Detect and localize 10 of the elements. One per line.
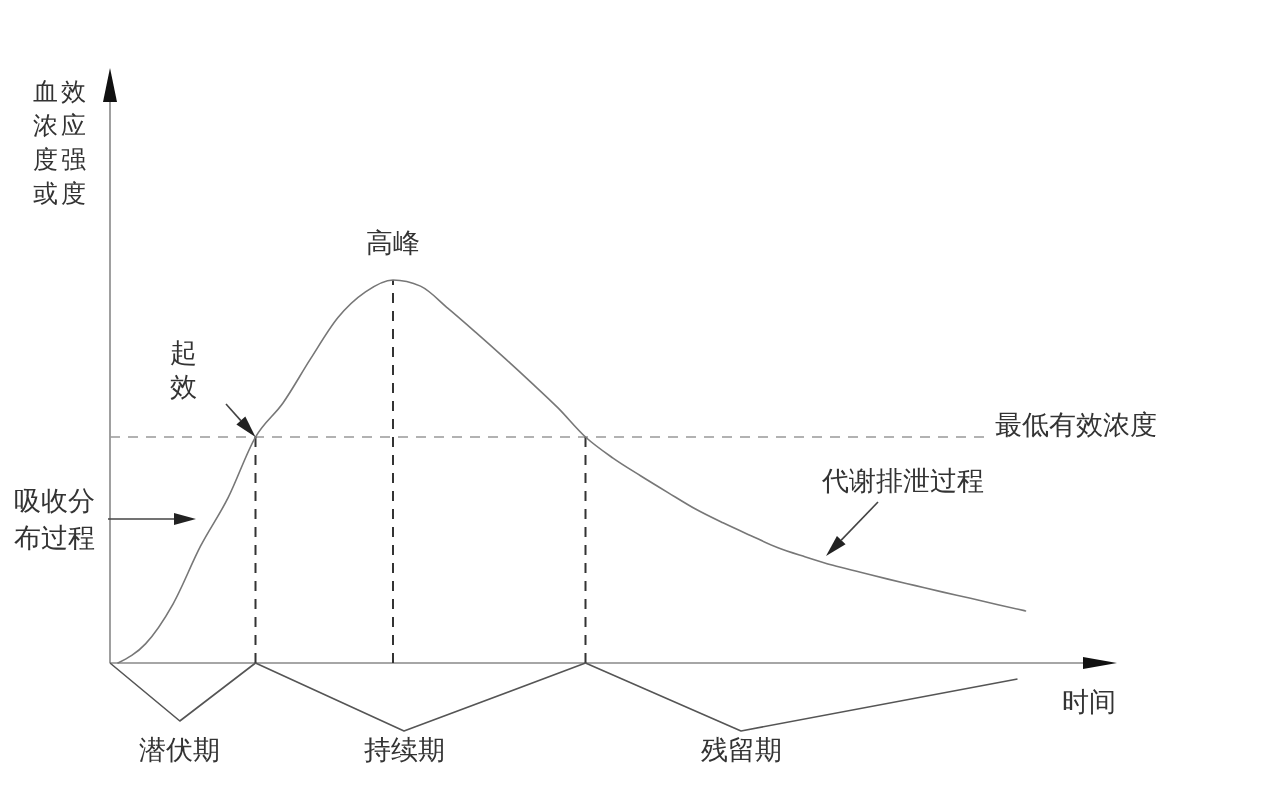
text: 潜伏期 [139, 733, 221, 765]
text: 高峰 [366, 226, 420, 258]
annotation: 起效 [169, 336, 197, 402]
text: 残留期 [700, 733, 782, 765]
text: 血浓度或效应强度 [33, 77, 86, 208]
x-axis-title: 时间 [1062, 685, 1116, 717]
ref-line-label: 最低有效浓度 [995, 408, 1157, 440]
annotation: 代谢排泄过程 [821, 464, 984, 496]
text: 持续期 [363, 733, 445, 765]
text: 吸收分布过程 [14, 484, 95, 553]
